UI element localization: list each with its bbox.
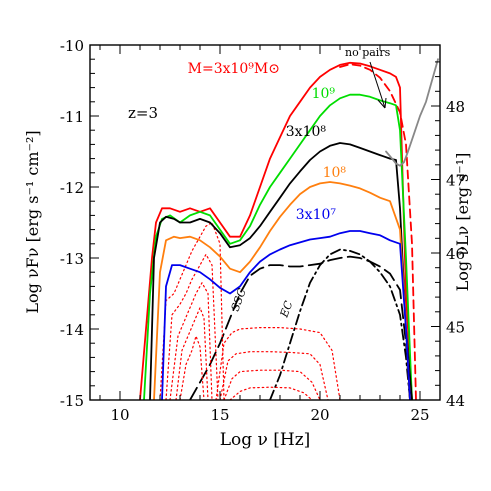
y-tick-label-left: -12 bbox=[60, 179, 84, 197]
component-line-synchrotron-7 bbox=[215, 327, 341, 400]
y-axis-label-right: Log νLν [erg s⁻¹] bbox=[453, 153, 472, 292]
series-line-1 bbox=[339, 63, 417, 400]
component-line-synchrotron-9 bbox=[223, 369, 321, 400]
series-label-0: M=3x10⁹M⊙ bbox=[188, 61, 280, 77]
ec-label: EC bbox=[277, 299, 295, 320]
y-tick-label-left: -10 bbox=[60, 37, 84, 55]
x-axis-label: Log ν [Hz] bbox=[220, 430, 311, 450]
x-tick-label: 10 bbox=[110, 406, 129, 424]
component-line-synchrotron-5 bbox=[175, 307, 209, 400]
y-tick-label-left: -15 bbox=[60, 392, 84, 410]
y-tick-label-left: -11 bbox=[60, 108, 84, 126]
component-line-synchrotron-2 bbox=[159, 221, 225, 400]
series-line-5 bbox=[161, 230, 411, 400]
x-tick-label: 20 bbox=[310, 406, 329, 424]
y-axis-label-left: Log νFν [erg s⁻¹ cm⁻²] bbox=[23, 130, 42, 313]
series-line-4 bbox=[153, 181, 411, 400]
series-line-3 bbox=[149, 142, 413, 400]
y-tick-label-right: 45 bbox=[446, 319, 465, 337]
no-pairs-arrowhead bbox=[377, 97, 387, 109]
series-labels-layer: M=3x10⁹M⊙ 10⁹ 3x10⁸ 10⁸ 3x10⁷ bbox=[188, 61, 347, 223]
y-tick-label-right: 46 bbox=[446, 245, 465, 263]
series-label-5: 3x10⁷ bbox=[296, 207, 337, 223]
no-pairs-arrow bbox=[369, 61, 386, 109]
tick-labels-layer: 10 15 20 25 -15 -14 -13 -12 -11 -10 44 45 46 47 48 bbox=[60, 37, 465, 424]
plot-frame bbox=[89, 44, 441, 401]
curves-layer bbox=[139, 58, 439, 400]
y-tick-label-left: -14 bbox=[60, 321, 84, 339]
component-line-synchrotron-3 bbox=[165, 253, 219, 400]
y-tick-label-left: -13 bbox=[60, 250, 84, 268]
redshift-label: z=3 bbox=[128, 104, 158, 122]
series-label-4: 10⁸ bbox=[323, 165, 347, 181]
component-line-synchrotron-8 bbox=[219, 351, 329, 400]
ticks-layer bbox=[90, 44, 441, 401]
ssc-label: SSC bbox=[229, 286, 249, 313]
component-line-synchrotron-4 bbox=[169, 282, 213, 400]
x-tick-label: 25 bbox=[410, 406, 429, 424]
y-tick-label-right: 48 bbox=[446, 98, 465, 116]
no-pairs-label: no pairs bbox=[345, 46, 391, 59]
component-line-ec bbox=[269, 248, 411, 400]
series-label-2: 10⁹ bbox=[312, 86, 336, 102]
component-line-synchrotron-6 bbox=[179, 335, 205, 400]
y-tick-label-right: 44 bbox=[446, 392, 465, 410]
series-label-3: 3x10⁸ bbox=[286, 124, 327, 140]
component-line-synchrotron-10 bbox=[229, 386, 313, 400]
series-line-6 bbox=[385, 58, 439, 167]
component-line-ssc bbox=[189, 255, 411, 400]
x-tick-label: 15 bbox=[210, 406, 229, 424]
y-tick-label-right: 47 bbox=[446, 172, 465, 190]
series-line-0 bbox=[139, 61, 413, 400]
